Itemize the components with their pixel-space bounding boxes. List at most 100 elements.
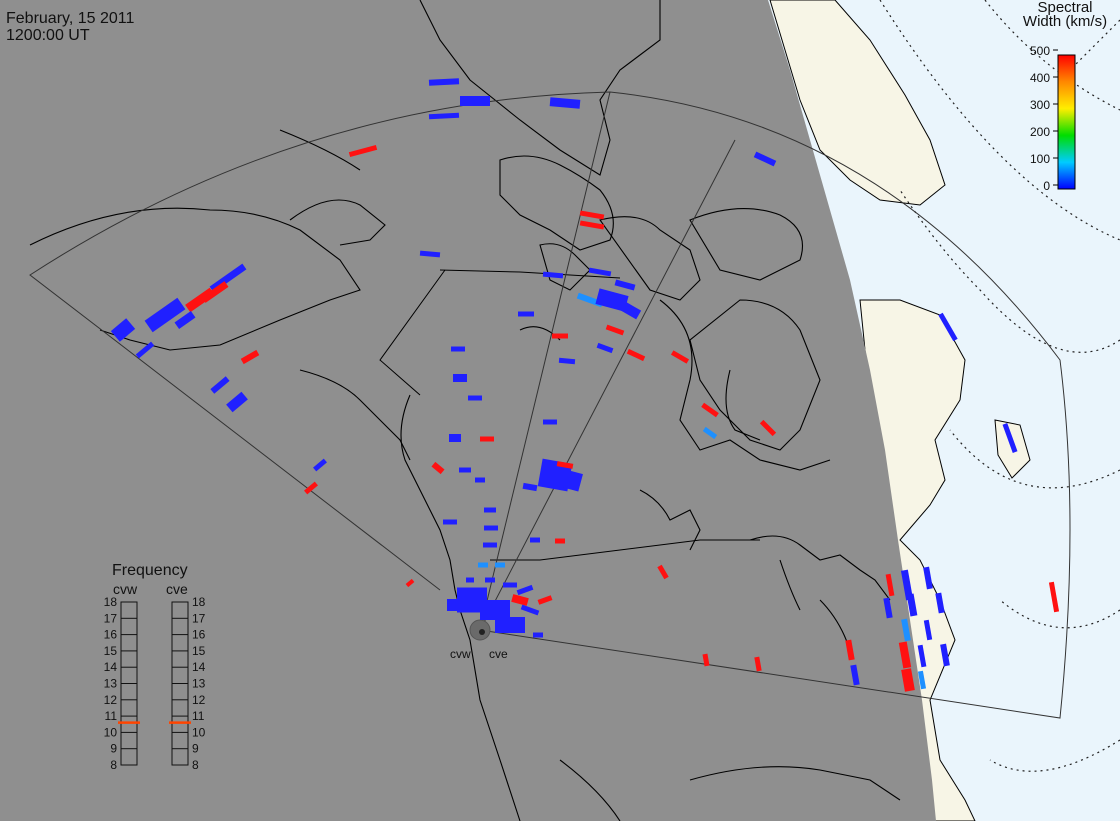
echo-cell bbox=[558, 357, 576, 365]
backscatter-echoes bbox=[110, 78, 1060, 692]
echo-cell bbox=[702, 653, 710, 667]
frequency-level-label: 15 bbox=[104, 644, 118, 658]
echo-cell bbox=[459, 467, 471, 473]
echo-cell bbox=[419, 250, 441, 258]
frequency-level-label: 9 bbox=[192, 742, 199, 756]
echo-cell bbox=[495, 617, 525, 633]
dayside-land-canada-east bbox=[859, 299, 976, 821]
echo-cell bbox=[516, 584, 534, 596]
frequency-level-label: 12 bbox=[104, 693, 118, 707]
frequency-level-label: 18 bbox=[192, 595, 206, 609]
echo-cell bbox=[917, 644, 927, 668]
echo-cell bbox=[596, 342, 614, 354]
colorbar-tick-label: 400 bbox=[1030, 71, 1050, 85]
echo-cell bbox=[543, 419, 557, 425]
echo-cell bbox=[468, 395, 482, 401]
echo-cell bbox=[443, 519, 457, 525]
colorbar-title-line1: Spectral bbox=[1037, 0, 1093, 16]
echo-cell bbox=[901, 668, 915, 692]
header-time: 1200:00 UT bbox=[6, 27, 90, 44]
frequency-level-label: 11 bbox=[192, 709, 205, 723]
echo-cell bbox=[898, 641, 912, 669]
colorbar-gradient bbox=[1057, 54, 1076, 190]
echo-cell bbox=[313, 458, 327, 472]
colorbar-tick-label: 100 bbox=[1030, 152, 1050, 166]
echo-cell bbox=[935, 592, 945, 614]
echo-cell bbox=[883, 597, 893, 619]
frequency-cve-label: cve bbox=[166, 581, 188, 597]
echo-cell bbox=[495, 562, 505, 568]
radar-site-dot bbox=[479, 629, 485, 635]
echo-cell bbox=[185, 287, 215, 313]
echo-cell bbox=[518, 311, 534, 317]
echo-cell bbox=[485, 577, 495, 583]
echo-cell bbox=[530, 537, 540, 543]
echo-cell bbox=[702, 426, 718, 440]
frequency-level-label: 13 bbox=[104, 677, 118, 691]
echo-cell bbox=[240, 349, 260, 365]
echo-cell bbox=[460, 96, 490, 106]
frequency-level-label: 8 bbox=[110, 758, 117, 772]
echo-cell bbox=[484, 525, 498, 531]
echo-cell bbox=[522, 482, 538, 492]
echo-cell bbox=[475, 477, 485, 483]
echo-cell bbox=[670, 350, 690, 364]
echo-cell bbox=[595, 288, 629, 312]
echo-cell bbox=[537, 595, 553, 605]
radar-fov bbox=[29, 91, 1071, 719]
echo-cell bbox=[447, 599, 463, 611]
echo-cell bbox=[618, 300, 642, 320]
echo-cell bbox=[1048, 581, 1060, 613]
frequency-level-label: 8 bbox=[192, 758, 199, 772]
echo-cell bbox=[226, 391, 248, 413]
frequency-level-label: 17 bbox=[192, 611, 206, 625]
echo-cell bbox=[605, 324, 625, 336]
frequency-level-label: 16 bbox=[192, 628, 206, 642]
echo-cell bbox=[484, 507, 496, 513]
echo-cell bbox=[453, 374, 467, 382]
echo-cell bbox=[552, 333, 568, 339]
frequency-level-label: 13 bbox=[192, 677, 206, 691]
echo-cell bbox=[478, 562, 488, 568]
echo-cell bbox=[451, 346, 465, 352]
echo-cell bbox=[901, 618, 911, 642]
echo-cell bbox=[885, 573, 895, 597]
frequency-level-label: 10 bbox=[104, 725, 118, 739]
echo-cell bbox=[657, 564, 669, 580]
echo-cell bbox=[466, 577, 474, 583]
colorbar-tick-label: 300 bbox=[1030, 98, 1050, 112]
echo-cell bbox=[1002, 423, 1018, 453]
echo-cell bbox=[483, 542, 497, 548]
polar-grid bbox=[879, 0, 1120, 772]
dayside-land-greenland bbox=[769, 0, 946, 206]
echo-cell bbox=[480, 600, 510, 620]
echo-cell bbox=[556, 461, 574, 469]
echo-cell bbox=[923, 566, 933, 590]
coastlines bbox=[29, 0, 901, 821]
echo-cell bbox=[845, 639, 855, 661]
echo-cell bbox=[614, 279, 636, 291]
echo-cell bbox=[449, 434, 461, 442]
frequency-level-label: 11 bbox=[105, 709, 118, 723]
frequency-level-label: 12 bbox=[192, 693, 206, 707]
echo-cell bbox=[348, 144, 378, 158]
echo-cell bbox=[304, 481, 318, 495]
echo-cell bbox=[579, 220, 605, 230]
echo-cell bbox=[428, 78, 460, 86]
echo-cell bbox=[520, 604, 540, 616]
echo-cell bbox=[480, 436, 494, 442]
echo-cell bbox=[759, 419, 777, 437]
echo-cell bbox=[549, 97, 581, 109]
echo-cell bbox=[753, 151, 777, 167]
echo-cell bbox=[503, 582, 517, 588]
echo-cell bbox=[626, 348, 646, 362]
echo-cell bbox=[754, 656, 762, 672]
frequency-cvw-label: cvw bbox=[113, 581, 138, 597]
echo-cell bbox=[557, 468, 583, 492]
colorbar-tick-label: 200 bbox=[1030, 125, 1050, 139]
echo-cell bbox=[428, 112, 460, 120]
echo-cell bbox=[917, 670, 927, 690]
header-date: February, 15 2011 bbox=[6, 10, 135, 27]
echo-cell bbox=[431, 461, 445, 475]
